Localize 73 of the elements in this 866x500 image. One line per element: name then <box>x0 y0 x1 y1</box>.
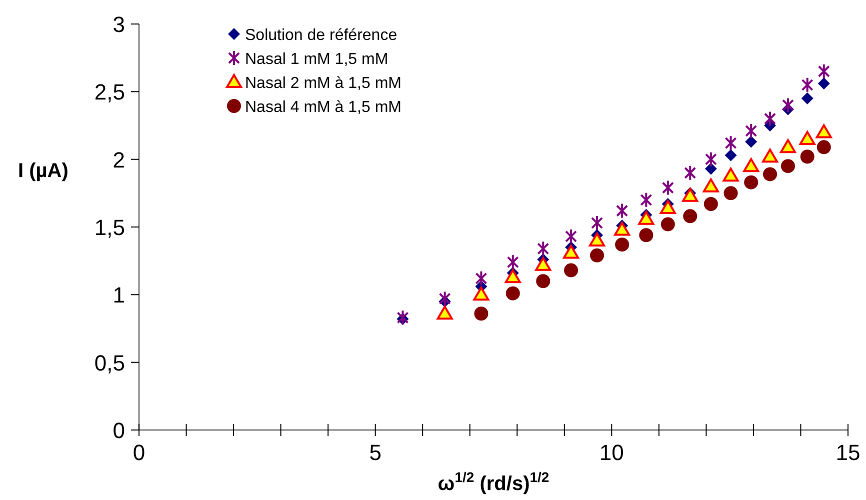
point <box>564 263 578 278</box>
point <box>438 290 451 307</box>
point <box>724 186 738 200</box>
y-tick-label: 0,5 <box>94 350 125 376</box>
point <box>801 76 814 93</box>
point <box>639 228 654 242</box>
x-axis-title: ω$^{1/2}$ (rd/s)$^{1/2}$ <box>438 469 550 495</box>
legend-label: Solution de référence <box>245 27 398 44</box>
point <box>536 274 550 288</box>
point <box>589 232 606 247</box>
y-tick-label: 3 <box>112 12 125 37</box>
point <box>506 254 519 270</box>
legend-label: Nasal 4 mM à 1,5 mM <box>245 99 402 116</box>
point <box>745 136 758 148</box>
point <box>743 158 760 172</box>
point <box>800 150 814 164</box>
point <box>475 270 488 286</box>
legend-label: Nasal 1 mM 1,5 mM <box>245 51 388 68</box>
point <box>565 228 578 244</box>
point <box>683 209 698 224</box>
point <box>764 110 776 127</box>
point <box>799 131 816 146</box>
point <box>704 162 717 175</box>
point <box>473 286 490 301</box>
point <box>616 202 628 219</box>
point <box>818 63 830 80</box>
point <box>436 306 453 320</box>
point <box>640 192 652 208</box>
point <box>660 217 675 232</box>
point <box>801 92 814 104</box>
point <box>614 222 630 236</box>
legend-label: Nasal 2 mM à 1,5 mM <box>245 75 402 92</box>
point <box>537 240 550 257</box>
point <box>782 97 794 114</box>
point <box>474 306 488 321</box>
point <box>504 269 521 284</box>
point <box>780 159 795 174</box>
point <box>816 124 832 138</box>
y-tick-label: 2,5 <box>94 80 125 105</box>
point <box>535 256 552 271</box>
point <box>704 196 718 211</box>
point <box>396 310 409 326</box>
point <box>745 122 758 139</box>
y-axis-title: I (µA) <box>18 160 68 182</box>
point <box>615 238 630 252</box>
point <box>660 200 676 214</box>
y-tick-label: 1,5 <box>94 215 125 240</box>
point <box>682 188 698 202</box>
point <box>762 148 778 163</box>
point <box>724 149 737 162</box>
point <box>591 214 604 231</box>
point <box>722 168 739 182</box>
point <box>590 248 604 262</box>
x-tick-label: 5 <box>369 440 382 465</box>
point <box>563 244 580 259</box>
point <box>662 180 674 196</box>
point <box>724 135 737 152</box>
point <box>702 178 719 192</box>
point <box>818 78 830 90</box>
point <box>638 210 654 225</box>
point <box>506 286 520 300</box>
point <box>684 164 696 181</box>
point <box>780 139 796 154</box>
y-tick-label: 2 <box>112 147 125 172</box>
y-tick-label: 0 <box>112 418 125 443</box>
x-tick-label: 10 <box>599 440 624 465</box>
point <box>816 140 831 154</box>
x-tick-label: 0 <box>132 440 146 465</box>
point <box>744 175 758 190</box>
y-tick-label: 1 <box>112 282 125 308</box>
x-tick-label: 15 <box>836 440 860 465</box>
point <box>763 167 778 182</box>
point <box>704 151 717 168</box>
